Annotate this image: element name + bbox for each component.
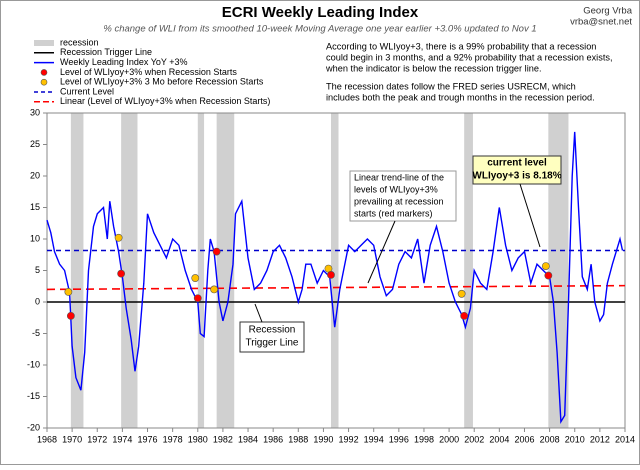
annotation-box (349, 170, 457, 222)
email: vrba@snet.net (570, 17, 632, 28)
note-text: when the indicator is below the recessio… (325, 63, 542, 73)
legend-label: Recession Trigger Line (60, 47, 152, 57)
marker (117, 269, 126, 278)
annotation-arrow (254, 303, 263, 323)
author: Georg Vrba (583, 6, 632, 17)
recession-band (197, 113, 205, 428)
x-tick-label: 1994 (364, 434, 384, 444)
marker (327, 271, 335, 279)
note-text: According to WLIyoy+3, there is a 99% pr… (326, 41, 596, 51)
x-tick-label: 1986 (263, 434, 283, 444)
x-tick-label: 2008 (540, 434, 560, 444)
annotation-box (472, 155, 562, 185)
legend-label: Linear (Level of WLIyoy+3% when Recessio… (60, 96, 270, 106)
marker (212, 247, 221, 256)
marker (114, 233, 123, 242)
recession-band (548, 113, 569, 428)
annotation-text: prevailing at recession (354, 196, 444, 206)
recession-band (464, 113, 473, 428)
marker (191, 274, 200, 282)
marker (64, 288, 73, 296)
x-tick-label: 1980 (188, 434, 208, 444)
annotation-arrow (519, 183, 541, 248)
y-tick-label: 25 (30, 139, 40, 149)
recession-band (216, 113, 235, 428)
annotation-text: starts (red markers) (354, 208, 433, 218)
legend-swatch (40, 69, 48, 76)
legend-label: Level of WLIyoy+3% 3 Mo before Recession… (60, 77, 264, 87)
marker (544, 271, 553, 280)
x-tick-label: 2006 (514, 434, 534, 444)
annotation-arrow (367, 220, 396, 284)
note-text: could begin in 3 months, and a 92% proba… (326, 52, 613, 62)
y-tick-label: 10 (30, 233, 40, 243)
x-tick-label: 2012 (590, 434, 610, 444)
chart-subtitle: % change of WLI from its smoothed 10-wee… (103, 24, 536, 35)
marker (210, 285, 219, 294)
annotation-text: Trigger Line (246, 338, 299, 349)
annotation-text: WLIyoy+3 is 8.18% (472, 171, 561, 182)
legend-swatch (40, 78, 48, 86)
marker (66, 311, 75, 320)
x-tick-label: 2002 (464, 434, 484, 444)
y-tick-label: -20 (27, 422, 40, 432)
y-tick-label: 0 (35, 296, 40, 306)
marker (541, 262, 550, 270)
legend-label: recession (60, 37, 99, 47)
y-tick-label: 20 (30, 170, 40, 180)
x-tick-label: 1984 (238, 434, 258, 444)
annotation-text: levels of WLIyoy+3% (354, 184, 438, 194)
legend-label: Weekly Leading Index YoY +3% (60, 57, 188, 67)
x-tick-label: 1998 (414, 434, 434, 444)
x-tick-label: 1988 (288, 434, 308, 444)
x-tick-label: 2010 (565, 434, 585, 444)
x-tick-label: 2014 (615, 434, 635, 444)
y-tick-label: -5 (32, 328, 40, 338)
note-text: The recession dates follow the FRED seri… (326, 81, 576, 91)
marker (457, 289, 466, 298)
x-tick-label: 1970 (62, 434, 82, 444)
x-tick-label: 1976 (138, 434, 158, 444)
legend-label: Current Level (60, 86, 114, 96)
y-tick-label: -10 (27, 359, 40, 369)
x-tick-label: 1990 (313, 434, 333, 444)
annotation-box (239, 321, 305, 353)
y-tick-label: -15 (27, 391, 40, 401)
note-text: includes both the peak and trough months… (326, 92, 595, 102)
x-tick-label: 1968 (37, 434, 57, 444)
marker (193, 294, 202, 303)
annotation-text: current level (487, 158, 547, 169)
x-tick-label: 1992 (339, 434, 359, 444)
x-tick-label: 1972 (87, 434, 107, 444)
x-tick-label: 1996 (389, 434, 409, 444)
legend-label: Level of WLIyoy+3% when Recession Starts (60, 67, 237, 77)
recession-band (70, 113, 84, 428)
x-tick-label: 2000 (439, 434, 459, 444)
annotation-text: Recession (249, 325, 296, 336)
recession-band (121, 113, 138, 428)
x-tick-label: 1974 (112, 434, 132, 444)
y-tick-label: 5 (35, 265, 40, 275)
x-tick-label: 1978 (163, 434, 183, 444)
annotation-text: Linear trend-line of the (354, 172, 444, 182)
marker (460, 311, 469, 320)
y-tick-label: 15 (30, 202, 40, 212)
x-tick-label: 2004 (489, 434, 509, 444)
y-tick-label: 30 (30, 107, 40, 117)
chart-title: ECRI Weekly Leading Index (222, 4, 419, 21)
legend-swatch (34, 40, 54, 46)
x-tick-label: 1982 (213, 434, 233, 444)
recession-band (330, 113, 339, 428)
